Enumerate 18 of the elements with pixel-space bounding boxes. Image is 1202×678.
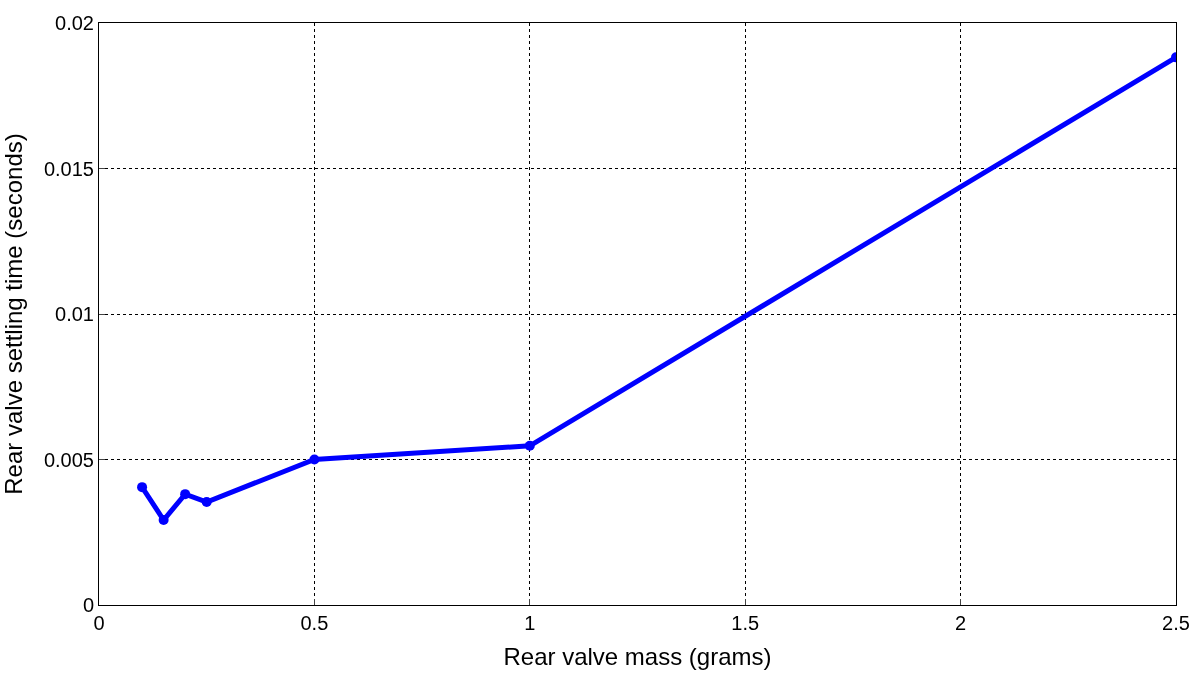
x-tick-label: 1 xyxy=(524,612,536,634)
point xyxy=(180,489,191,500)
y-tick-label: 0.02 xyxy=(55,12,94,34)
x-tick-label: 1.5 xyxy=(731,612,760,634)
point xyxy=(524,440,535,451)
point xyxy=(158,515,169,526)
y-tick-label: 0 xyxy=(82,594,94,616)
y-tick-label: 0.01 xyxy=(55,303,94,325)
x-tick-label: 2.5 xyxy=(1162,612,1190,634)
x-tick-label: 2 xyxy=(955,612,967,634)
point xyxy=(137,482,148,493)
y-tick-label: 0.015 xyxy=(43,157,94,180)
point xyxy=(309,454,320,465)
y-axis-title: Rear valve settling time (seconds) xyxy=(0,133,27,495)
x-tick-label: 0.5 xyxy=(300,612,329,634)
y-tick-label: 0.005 xyxy=(43,448,94,471)
x-axis-title: Rear valve mass (grams) xyxy=(503,643,772,671)
point xyxy=(201,496,212,507)
